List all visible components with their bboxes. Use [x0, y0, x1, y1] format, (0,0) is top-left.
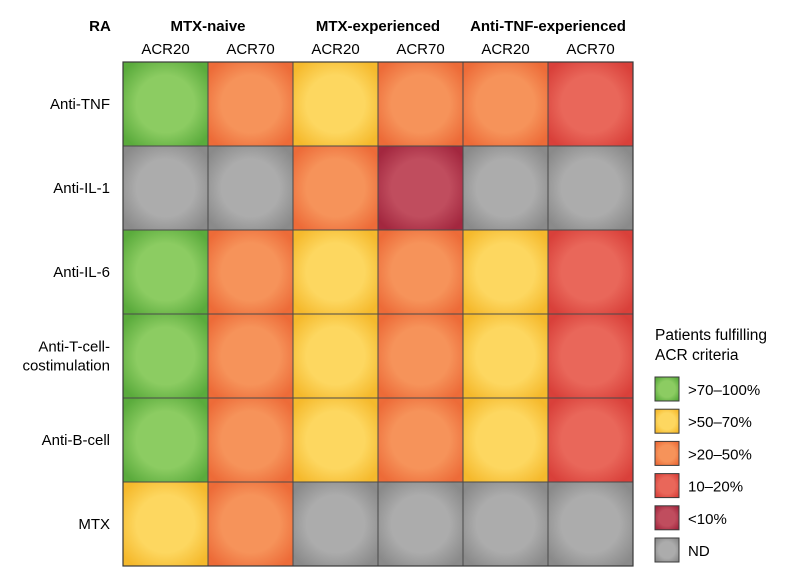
legend-title: ACR criteria [655, 347, 739, 364]
legend-label: >70–100% [688, 382, 760, 399]
heatmap-cell [292, 481, 379, 567]
legend-swatch [654, 537, 680, 563]
heatmap-cell [122, 397, 209, 483]
column-group-label: MTX-naive [170, 18, 245, 35]
column-label: ACR20 [481, 41, 529, 58]
row-label: costimulation [22, 358, 110, 375]
heatmap-cell [377, 145, 464, 231]
heatmap-cell [207, 61, 294, 147]
heatmap-cell [207, 229, 294, 315]
row-label: Anti-T-cell- [38, 339, 110, 356]
legend-swatch [654, 440, 680, 466]
corner-label: RA [89, 18, 111, 35]
heatmap-cell [547, 397, 634, 483]
legend-swatch [654, 505, 680, 531]
column-label: ACR70 [566, 41, 614, 58]
heatmap-cell [462, 397, 549, 483]
legend-label: >20–50% [688, 446, 752, 463]
legend-swatch [654, 408, 680, 434]
heatmap-cell [207, 397, 294, 483]
heatmap-cell [122, 313, 209, 399]
heatmap-cell [547, 481, 634, 567]
column-label: ACR20 [141, 41, 189, 58]
heatmap-cell [122, 229, 209, 315]
heatmap-cell [377, 481, 464, 567]
row-label: Anti-IL-6 [53, 264, 110, 281]
column-group-label: MTX-experienced [316, 18, 440, 35]
heatmap-cell [547, 229, 634, 315]
grid-border [122, 61, 634, 567]
heatmap-cell [547, 61, 634, 147]
heatmap-cell [377, 229, 464, 315]
heatmap-cell [122, 481, 209, 567]
heatmap-cell [462, 481, 549, 567]
heatmap-cell [122, 145, 209, 231]
heatmap-cell [207, 145, 294, 231]
heatmap-cell [292, 229, 379, 315]
column-label: ACR20 [311, 41, 359, 58]
row-label: MTX [78, 516, 110, 533]
heatmap-cell [462, 145, 549, 231]
heatmap-cell [377, 61, 464, 147]
heatmap-cell [122, 61, 209, 147]
legend-label: >50–70% [688, 414, 752, 431]
legend-label: 10–20% [688, 479, 743, 496]
heatmap-cell [547, 145, 634, 231]
heatmap-cell [547, 313, 634, 399]
legend-swatch [654, 376, 680, 402]
row-label: Anti-IL-1 [53, 180, 110, 197]
legend-label: ND [688, 543, 710, 560]
heatmap-cell [377, 397, 464, 483]
column-label: ACR70 [226, 41, 274, 58]
legend: Patients fulfilling ACR criteria >70–100% >… [654, 327, 767, 563]
heatmap-cell [207, 481, 294, 567]
heatmap-cell [207, 313, 294, 399]
heatmap-cell [462, 313, 549, 399]
heatmap-cell [377, 313, 464, 399]
heatmap-cells [122, 61, 634, 567]
column-group-label: Anti-TNF-experienced [470, 18, 626, 35]
heatmap-cell [292, 145, 379, 231]
heatmap-cell [292, 61, 379, 147]
column-label: ACR70 [396, 41, 444, 58]
column-headers: RA MTX-naive MTX-experienced Anti-TNF-exper… [89, 18, 626, 58]
legend-swatch [654, 473, 680, 499]
heatmap-cell [292, 313, 379, 399]
heatmap-cell [462, 229, 549, 315]
row-label: Anti-B-cell [42, 432, 110, 449]
row-labels: Anti-TNF Anti-IL-1 Anti-IL-6 Anti-T-cell-co… [22, 96, 110, 533]
row-label: Anti-TNF [50, 96, 110, 113]
legend-title: Patients fulfilling [655, 327, 767, 344]
heatmap-cell [462, 61, 549, 147]
heatmap-cell [292, 397, 379, 483]
legend-label: <10% [688, 511, 727, 528]
